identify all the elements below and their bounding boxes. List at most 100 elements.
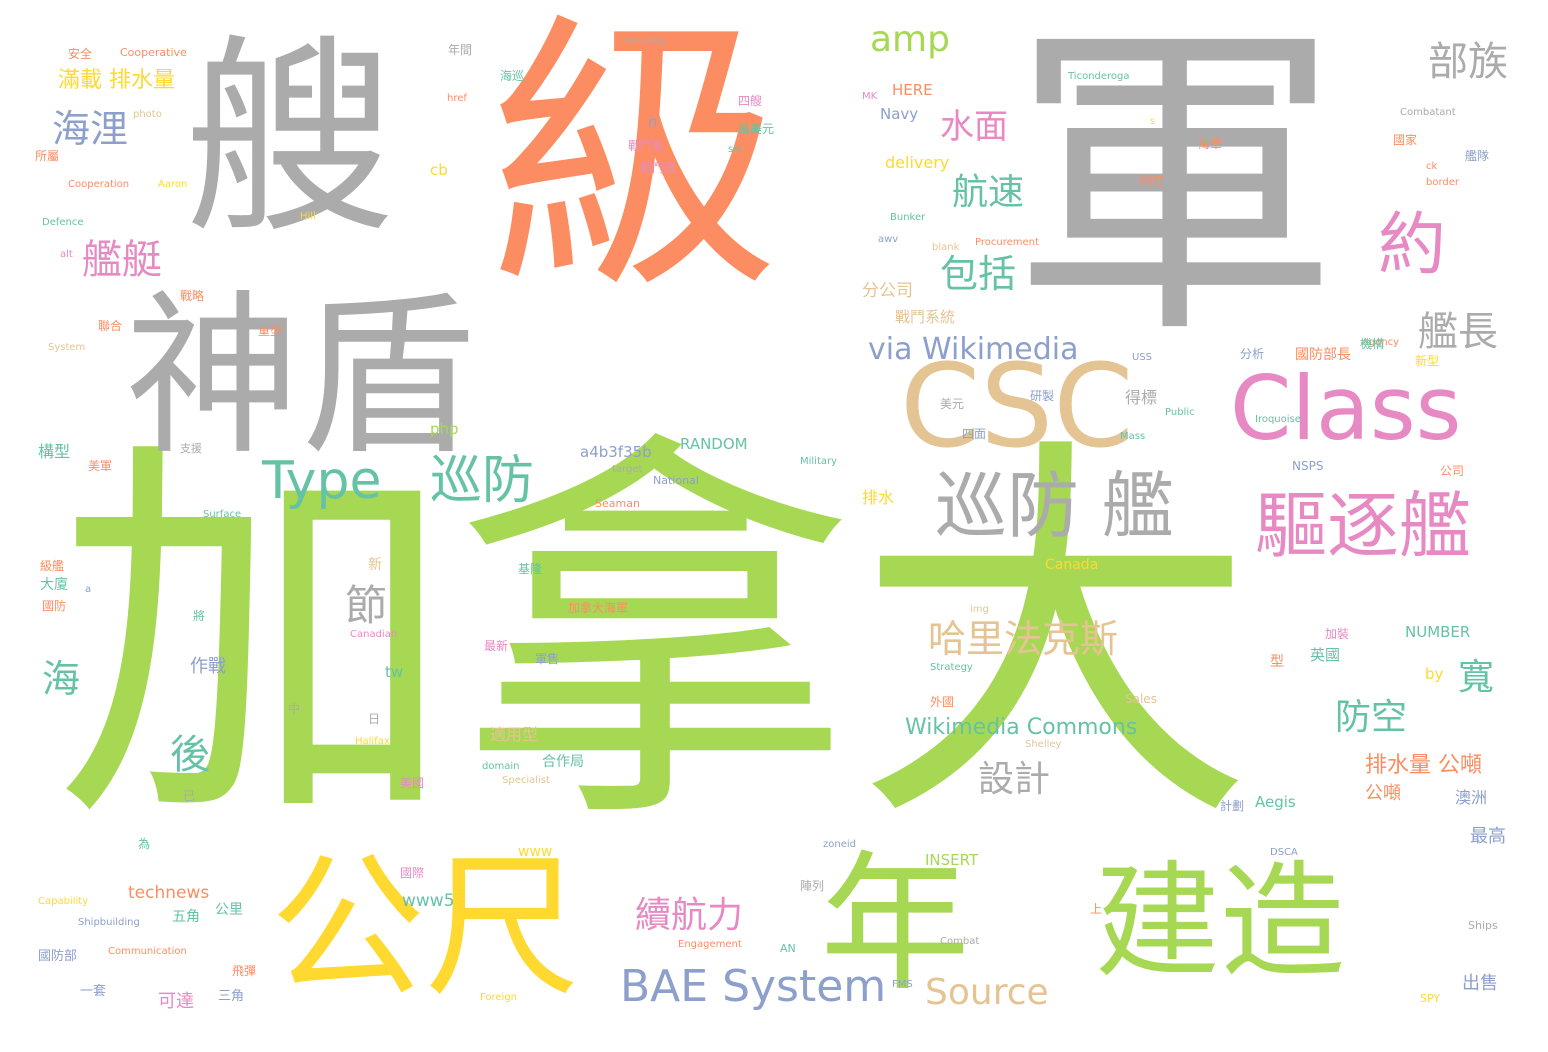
word-cloud-word: 建造 [1095,850,1345,995]
word-cloud-word: awv [878,234,899,245]
word-cloud-word: Halifax [355,736,390,747]
word-cloud-word: Seaman [595,497,640,510]
word-cloud-word: 大廈 [40,577,68,593]
word-cloud-word: National [653,474,699,487]
word-cloud-word: alt [60,249,73,260]
word-cloud-word: 國家 [1393,133,1418,147]
word-cloud-word: System [48,342,86,353]
word-cloud-word: 巡防 艦 [935,464,1174,548]
word-cloud-word: 研製 [1030,389,1055,403]
word-cloud-word: 澳洲 [1455,788,1488,807]
word-cloud-word: 部族 [1428,39,1508,85]
word-cloud-word: 滿載 排水量 [58,68,175,93]
word-cloud-word: via Wikimedia [868,332,1079,367]
word-cloud-word: Capability [38,896,89,907]
word-cloud-word: Combat [940,936,980,947]
word-cloud-word: Public [1165,407,1195,418]
word-cloud-word: 加拿大 [55,407,1255,872]
word-cloud-word: 公司 [1440,464,1465,478]
word-cloud-word: Cooperation [68,179,130,190]
word-cloud-word: Combatant [1400,107,1456,118]
word-cloud-word: www [518,844,553,860]
word-cloud-word: Cooperative [120,46,187,59]
word-cloud-word: 國防部 [38,949,78,964]
word-cloud-word: Navy [880,105,919,123]
word-cloud-word: Source [925,972,1049,1013]
word-cloud-word: 日 [368,712,381,726]
word-cloud-word: 巡防 [430,451,535,511]
word-cloud-word: Shipbuilding [78,917,140,928]
word-cloud-word: Specialist [502,775,550,786]
word-cloud-word: 新型 [1415,354,1440,368]
word-cloud-word: 最高 [1470,826,1506,847]
word-cloud-word: HERE [892,81,933,99]
word-cloud-word: 飛彈 [232,964,257,978]
word-cloud-word: 為 [138,837,151,851]
word-cloud-word: Ticonderoga [1068,71,1130,82]
word-cloud-word: 戰鬥艦 [640,161,677,175]
word-cloud-word: 防空 [1335,697,1408,738]
word-cloud-word: 五角 [172,909,200,925]
word-cloud-word: Canadian [350,629,398,640]
word-cloud-word: 三角 [218,989,245,1004]
word-cloud-word: Ships [1468,919,1498,932]
word-cloud-word: 航速 [952,172,1025,213]
word-cloud-word: Strategy [930,662,973,673]
word-cloud-word: 將 [193,609,206,623]
word-cloud-word: Aaron [158,179,188,190]
word-cloud-word: 重型 [258,324,283,338]
word-cloud-word: 四艘 [738,94,763,108]
word-cloud-word: 聯合 [98,319,123,333]
word-cloud-word: 海浬 [52,107,129,151]
word-cloud-word: Foreign [480,992,518,1003]
word-cloud-word: 計劃 [1220,799,1245,813]
word-cloud-word: DSCA [1270,847,1298,858]
word-cloud-word: 合作局 [542,754,584,770]
word-cloud-word: photo [133,109,162,120]
word-cloud-word: 戰鬥系統 [895,308,956,326]
word-cloud-word: 構型 [38,442,71,461]
word-cloud-word: INSERT [925,851,979,869]
word-cloud-word: 美元 [940,397,965,411]
word-cloud-word: 上 [1090,902,1103,916]
word-cloud-word: Wikimedia Commons [905,715,1138,740]
word-cloud-word: Mass [1120,431,1146,442]
word-cloud-word: a4b3f35b [580,443,652,461]
word-cloud-word: Aegis [1255,793,1296,811]
word-cloud-word: n [648,113,658,131]
word-cloud-word: 年間 [448,43,473,57]
word-cloud-word: 寬 [1458,657,1495,698]
word-cloud-word: FMS [892,979,913,990]
word-cloud-word: 年 [820,838,971,1012]
word-cloud-word: AN [780,942,796,955]
word-cloud-word: 所屬 [35,149,60,163]
word-cloud-word: 適用型 [490,725,539,744]
word-cloud-word: CSC [900,340,1134,474]
word-cloud-word: 基隆 [518,562,543,576]
word-cloud-word: 公尺 [270,837,580,1018]
word-cloud-word: href [447,93,467,104]
word-cloud-word: 外國 [930,695,955,709]
word-cloud-word: 公里 [215,902,243,918]
word-cloud-word: tw [385,663,404,681]
word-cloud-word: 艦長 [1418,309,1498,355]
word-cloud-word: 哈里法克斯 [928,617,1119,661]
word-cloud-word: 加拿大海軍 [568,601,629,615]
word-cloud-word: Agency [1362,337,1400,348]
word-cloud-word: php [430,420,459,438]
word-cloud-word: 出售 [1462,973,1498,994]
word-cloud-word: 軍 [1010,0,1340,377]
word-cloud-word: cb [430,161,448,179]
word-cloud-word: border [1426,177,1460,188]
word-cloud-word: 戰略 [180,289,205,303]
word-cloud-word: 同時 [1140,174,1165,188]
word-cloud-word: src [728,144,743,155]
word-cloud-word: a [85,584,92,595]
word-cloud-word: 級艦 [40,559,65,573]
word-cloud-word: 機構 [1360,337,1385,351]
word-cloud-word: 國防部長 [1295,347,1351,363]
word-cloud-word: 已 [183,789,196,803]
word-cloud-word: 得標 [1125,388,1158,407]
word-cloud-word: 分公司 [862,281,913,301]
